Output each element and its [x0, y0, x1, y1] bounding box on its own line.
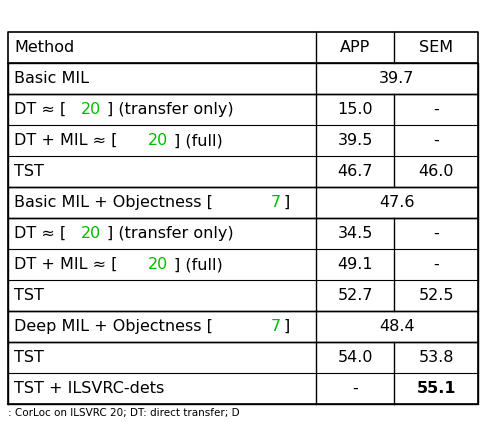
Text: ] (transfer only): ] (transfer only): [107, 102, 234, 117]
Text: ]: ]: [284, 319, 290, 334]
Text: DT ≈ [: DT ≈ [: [14, 102, 66, 117]
Text: 20: 20: [147, 257, 168, 272]
Text: 7: 7: [271, 195, 281, 210]
Text: SEM: SEM: [419, 40, 453, 55]
Text: 20: 20: [81, 226, 102, 241]
Text: -: -: [352, 381, 358, 396]
Text: Basic MIL: Basic MIL: [14, 71, 89, 86]
Text: 49.1: 49.1: [337, 257, 373, 272]
Text: 20: 20: [81, 102, 102, 117]
Text: -: -: [434, 226, 439, 241]
Text: ] (full): ] (full): [174, 257, 222, 272]
Text: 46.0: 46.0: [418, 164, 454, 179]
Text: : CorLoc on ILSVRC 20; DT: direct transfer; D: : CorLoc on ILSVRC 20; DT: direct transf…: [8, 408, 240, 418]
Text: Basic MIL + Objectness [: Basic MIL + Objectness [: [14, 195, 213, 210]
Text: TST: TST: [14, 350, 44, 365]
Text: Method: Method: [14, 40, 74, 55]
Text: 52.5: 52.5: [418, 288, 454, 303]
Text: 47.6: 47.6: [379, 195, 415, 210]
Text: 55.1: 55.1: [417, 381, 456, 396]
Text: 48.4: 48.4: [379, 319, 415, 334]
Text: TST: TST: [14, 288, 44, 303]
Text: ]: ]: [284, 195, 290, 210]
Text: ] (full): ] (full): [174, 133, 222, 148]
Text: 39.5: 39.5: [337, 133, 373, 148]
Text: DT ≈ [: DT ≈ [: [14, 226, 66, 241]
Text: TST: TST: [14, 164, 44, 179]
Text: 46.7: 46.7: [337, 164, 373, 179]
Text: 53.8: 53.8: [418, 350, 454, 365]
Text: -: -: [434, 257, 439, 272]
Text: 39.7: 39.7: [379, 71, 415, 86]
Text: -: -: [434, 102, 439, 117]
Text: DT + MIL ≈ [: DT + MIL ≈ [: [14, 257, 118, 272]
Text: 15.0: 15.0: [337, 102, 373, 117]
Text: APP: APP: [340, 40, 370, 55]
Text: -: -: [434, 133, 439, 148]
Text: ] (transfer only): ] (transfer only): [107, 226, 234, 241]
Text: 34.5: 34.5: [337, 226, 373, 241]
Text: 7: 7: [271, 319, 281, 334]
Text: 54.0: 54.0: [337, 350, 373, 365]
Text: 52.7: 52.7: [337, 288, 373, 303]
Text: TST + ILSVRC-dets: TST + ILSVRC-dets: [14, 381, 164, 396]
Text: DT + MIL ≈ [: DT + MIL ≈ [: [14, 133, 118, 148]
Text: Deep MIL + Objectness [: Deep MIL + Objectness [: [14, 319, 213, 334]
Text: 20: 20: [147, 133, 168, 148]
